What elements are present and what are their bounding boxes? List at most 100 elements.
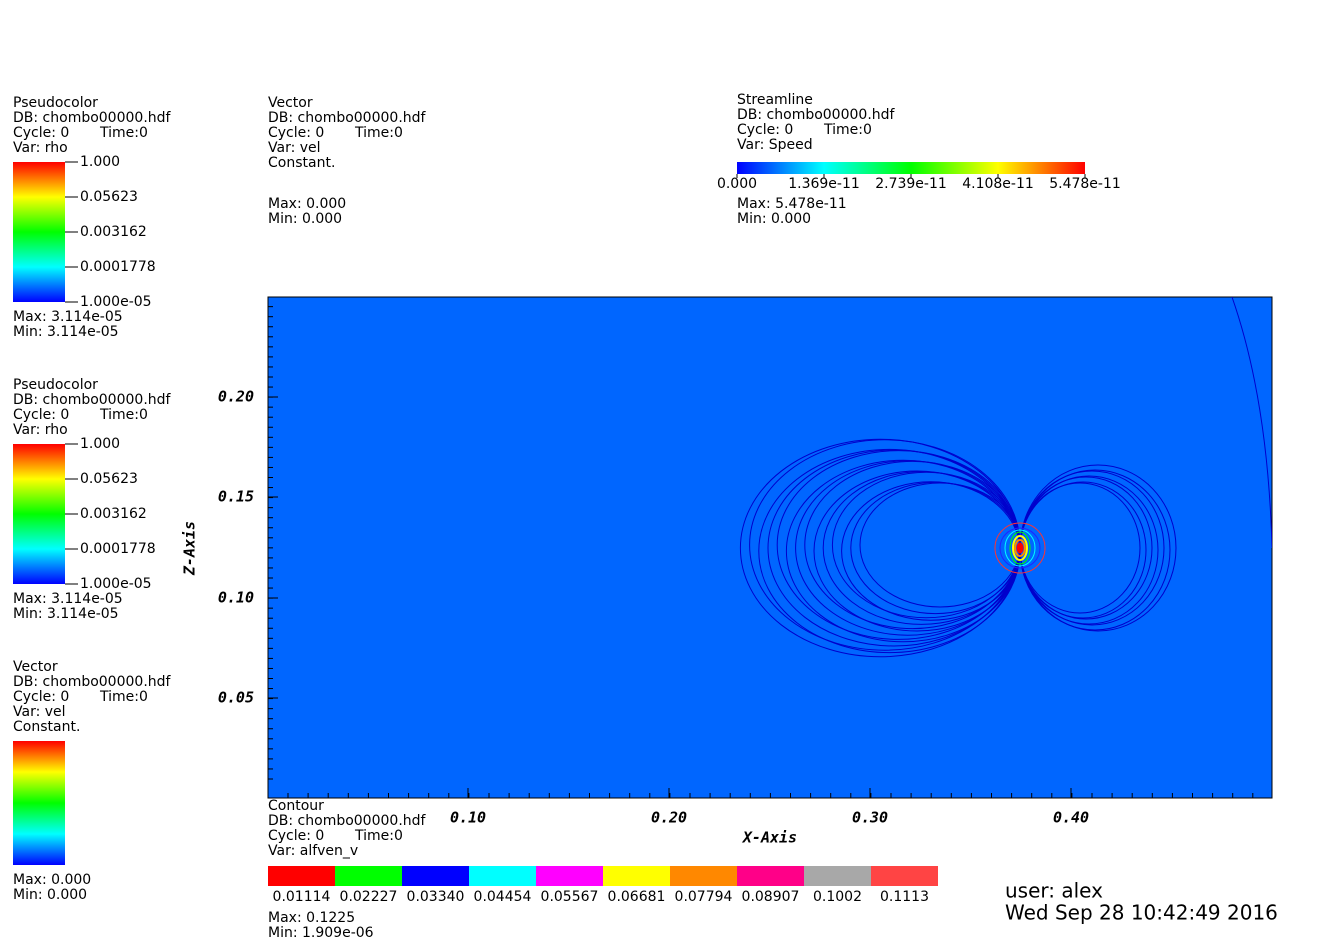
bar-label: 1.000e-05 xyxy=(80,294,152,310)
legend-time: Time:0 xyxy=(99,407,148,423)
legend-var: Var: alfven_v xyxy=(268,843,358,859)
legend-title: Streamline xyxy=(737,92,813,108)
legend-title: Pseudocolor xyxy=(13,377,98,393)
legend-min: Min: 0.000 xyxy=(737,211,811,227)
bar-label: 1.000e-05 xyxy=(80,576,152,592)
color-bar xyxy=(13,444,65,584)
contour-level: 0.07794 xyxy=(675,889,733,905)
contour-swatch xyxy=(402,866,469,886)
contour-swatch xyxy=(670,866,737,886)
bar-label: 1.000 xyxy=(80,154,120,170)
contour-swatch xyxy=(469,866,536,886)
plot-area xyxy=(267,296,1273,799)
contour-line xyxy=(994,522,1046,574)
contour-swatch xyxy=(871,866,938,886)
legend-db: DB: chombo00000.hdf xyxy=(268,110,427,126)
contour-swatch xyxy=(268,866,335,886)
bar-label: 5.478e-11 xyxy=(1049,176,1121,192)
legend-var: Var: Speed xyxy=(737,137,813,153)
legend-max: Max: 0.1225 xyxy=(268,910,355,926)
contour-line xyxy=(1004,529,1036,567)
legend-var: Var: vel xyxy=(268,140,321,156)
bar-label: 0.0001778 xyxy=(80,259,156,275)
contour-level: 0.03340 xyxy=(407,889,465,905)
legend-db: DB: chombo00000.hdf xyxy=(13,110,172,126)
y-tick-label: 0.20 xyxy=(218,388,254,406)
legend-cycle: Cycle: 0 xyxy=(13,407,69,423)
x-tick-label: 0.20 xyxy=(651,809,687,827)
legend-min: Min: 3.114e-05 xyxy=(13,324,119,340)
legend-min: Min: 0.000 xyxy=(268,211,342,227)
legend-time: Time:0 xyxy=(99,125,148,141)
streamlines xyxy=(739,297,1272,658)
bar-label: 1.000 xyxy=(80,436,120,452)
y-axis-title: Z-Axis xyxy=(181,521,199,576)
x-tick-label: 0.10 xyxy=(450,809,486,827)
legend-cycle: Cycle: 0 xyxy=(13,125,69,141)
y-tick-label: 0.15 xyxy=(218,488,254,506)
bar-label: 0.003162 xyxy=(80,506,147,522)
x-axis-title: X-Axis xyxy=(741,829,797,847)
contour-line xyxy=(1016,542,1024,554)
legend-var: Var: rho xyxy=(13,422,68,438)
bar-label: 1.369e-11 xyxy=(788,176,860,192)
bar-label: 0.05623 xyxy=(80,189,138,205)
date: Wed Sep 28 10:42:49 2016 xyxy=(1005,901,1278,925)
legend-var: Var: rho xyxy=(13,140,68,156)
contour-level: 0.06681 xyxy=(608,889,666,905)
y-tick-label: 0.05 xyxy=(218,689,254,707)
y-tick-label: 0.10 xyxy=(218,589,254,607)
legend-cycle: Cycle: 0 xyxy=(737,122,793,138)
x-tick-label: 0.40 xyxy=(1053,809,1089,827)
contour-level: 0.01114 xyxy=(273,889,331,905)
contour-level: 0.04454 xyxy=(474,889,532,905)
contour-level: 0.1113 xyxy=(880,889,929,905)
legend-db: DB: chombo00000.hdf xyxy=(737,107,896,123)
legend-db: DB: chombo00000.hdf xyxy=(13,674,172,690)
legend-min: Min: 3.114e-05 xyxy=(13,606,119,622)
legend-max: Max: 3.114e-05 xyxy=(13,591,123,607)
bar-label: 0.0001778 xyxy=(80,541,156,557)
legend-title: Pseudocolor xyxy=(13,95,98,111)
contour-swatch xyxy=(335,866,402,886)
legend-min: Min: 0.000 xyxy=(13,887,87,903)
contour-swatch xyxy=(804,866,871,886)
contour-level: 0.02227 xyxy=(340,889,398,905)
bar-label: 0.003162 xyxy=(80,224,147,240)
legend-cycle: Cycle: 0 xyxy=(268,828,324,844)
contour-level: 0.05567 xyxy=(541,889,599,905)
legend-cycle: Cycle: 0 xyxy=(13,689,69,705)
color-bar xyxy=(737,162,1085,174)
legend-cycle: Cycle: 0 xyxy=(268,125,324,141)
contour-line xyxy=(999,527,1041,569)
legend-note: Constant. xyxy=(13,719,80,735)
legend-max: Max: 0.000 xyxy=(13,872,91,888)
streamline-arc xyxy=(1231,297,1272,549)
legend-time: Time:0 xyxy=(354,125,403,141)
bar-label: 4.108e-11 xyxy=(962,176,1034,192)
contour-swatch xyxy=(603,866,670,886)
legend-title: Vector xyxy=(13,659,58,675)
legend-var: Var: vel xyxy=(13,704,66,720)
color-bar xyxy=(13,741,65,865)
legend-max: Max: 0.000 xyxy=(268,196,346,212)
legend-db: DB: chombo00000.hdf xyxy=(268,813,427,829)
contour-level: 0.1002 xyxy=(813,889,862,905)
x-tick-label: 0.30 xyxy=(852,809,888,827)
legend-max: Max: 5.478e-11 xyxy=(737,196,847,212)
contour-swatch xyxy=(737,866,804,886)
legend-title: Vector xyxy=(268,95,313,111)
user: user: alex xyxy=(1005,879,1103,903)
bar-label: 0.05623 xyxy=(80,471,138,487)
legend-db: DB: chombo00000.hdf xyxy=(13,392,172,408)
legend-time: Time:0 xyxy=(823,122,872,138)
legend-max: Max: 3.114e-05 xyxy=(13,309,123,325)
contour-line xyxy=(1012,535,1028,561)
color-bar xyxy=(13,162,65,302)
legend-title: Contour xyxy=(268,798,324,814)
legend-time: Time:0 xyxy=(99,689,148,705)
contour-swatch xyxy=(536,866,603,886)
contour-line xyxy=(1009,531,1031,565)
